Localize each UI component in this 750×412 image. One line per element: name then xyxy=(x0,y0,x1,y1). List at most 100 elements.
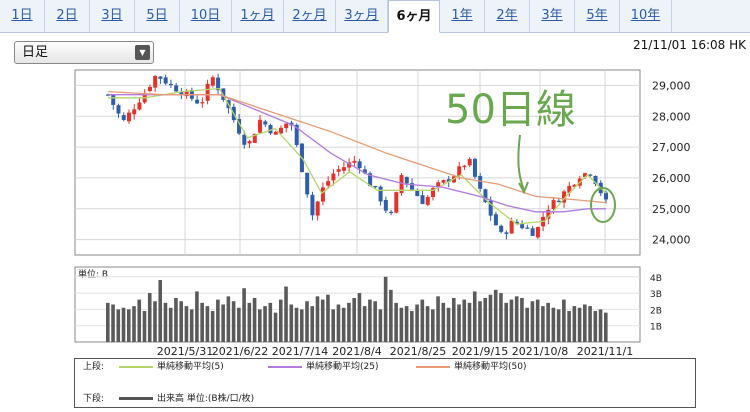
candle-body xyxy=(294,124,299,146)
candle-body xyxy=(179,91,184,96)
candle-body xyxy=(315,201,320,216)
candle-body xyxy=(530,228,535,236)
volume-bar xyxy=(247,302,252,342)
tab-5[interactable]: 1ヶ月 xyxy=(232,0,284,32)
candle-body xyxy=(593,175,598,184)
volume-bar xyxy=(252,297,257,342)
legend-ma50: 単純移動平均(50) xyxy=(416,361,526,373)
volume-tick-label: 2B xyxy=(650,306,662,316)
annotation-arrowhead xyxy=(518,181,529,195)
dropdown-arrow-icon[interactable]: ▼ xyxy=(135,45,150,60)
candle-body xyxy=(247,141,252,144)
tab-4[interactable]: 10日 xyxy=(180,0,232,32)
candle-body xyxy=(467,159,472,166)
volume-bar xyxy=(530,301,535,342)
candle-body xyxy=(472,158,477,177)
tab-2[interactable]: 3日 xyxy=(90,0,135,32)
tab-13[interactable]: 10年 xyxy=(620,0,672,32)
candle-body xyxy=(483,189,488,203)
candle-body xyxy=(284,123,289,129)
candle-body xyxy=(546,209,551,219)
candle-body xyxy=(436,182,441,187)
candle-body xyxy=(168,83,173,86)
volume-bar xyxy=(509,299,514,342)
candle-body xyxy=(520,223,525,229)
volume-bar xyxy=(294,307,299,342)
candle-body xyxy=(394,192,399,213)
volume-bar xyxy=(378,309,383,342)
candle-body xyxy=(504,232,509,234)
volume-bar xyxy=(189,309,194,342)
candle-body xyxy=(331,173,336,181)
tab-3[interactable]: 5日 xyxy=(135,0,180,32)
volume-bar xyxy=(289,304,294,342)
candle-body xyxy=(153,75,158,88)
price-tick-label: 27,000 xyxy=(652,141,691,154)
timestamp: 21/11/01 16:08 HK xyxy=(633,38,746,52)
tab-8[interactable]: 6ヶ月 xyxy=(388,0,440,33)
volume-bar xyxy=(572,306,577,342)
candle-body xyxy=(278,127,283,134)
tab-0[interactable]: 1日 xyxy=(0,0,45,32)
candle-body xyxy=(163,77,168,84)
volume-bar xyxy=(383,276,388,342)
candle-body xyxy=(184,91,189,97)
volume-bar xyxy=(237,307,241,342)
annotation-arrow xyxy=(517,134,525,191)
candle-body xyxy=(588,174,593,176)
price-tick-label: 26,000 xyxy=(652,172,691,185)
volume-bar xyxy=(583,304,587,342)
volume-bar xyxy=(478,301,482,342)
tab-6[interactable]: 2ヶ月 xyxy=(284,0,336,32)
volume-bar xyxy=(352,297,356,342)
candle-period-select[interactable]: 日足 ▼ xyxy=(14,41,154,64)
candle-body xyxy=(431,188,436,197)
volume-bar xyxy=(331,309,336,342)
candle-body xyxy=(137,102,142,110)
volume-bar xyxy=(147,293,152,342)
candle-body xyxy=(210,77,215,86)
legend-top-label: 上段: xyxy=(83,362,105,372)
volume-bar xyxy=(389,289,393,342)
volume-bar xyxy=(399,307,404,342)
x-tick-label: 2021/11/1 xyxy=(577,345,633,358)
tab-10[interactable]: 2年 xyxy=(485,0,530,32)
volume-bar xyxy=(546,302,550,342)
tab-7[interactable]: 3ヶ月 xyxy=(336,0,388,32)
candle-body xyxy=(420,195,425,205)
candle-body xyxy=(551,200,556,209)
x-tick-label: 2021/8/25 xyxy=(390,345,446,358)
volume-bar xyxy=(158,280,163,342)
tab-11[interactable]: 3年 xyxy=(530,0,575,32)
volume-bar xyxy=(520,297,524,342)
volume-bar xyxy=(567,311,571,342)
candle-body xyxy=(174,85,179,92)
candle-body xyxy=(478,175,483,189)
volume-bar xyxy=(341,307,346,342)
candle-body xyxy=(493,214,498,226)
candle-body xyxy=(567,185,572,193)
volume-bar xyxy=(310,306,315,342)
volume-bar xyxy=(368,299,372,342)
volume-bar xyxy=(273,312,278,342)
volume-bar xyxy=(467,302,472,342)
legend-volume-swatch xyxy=(119,397,153,400)
candle-body xyxy=(121,115,126,120)
candle-body xyxy=(362,169,367,174)
volume-bar xyxy=(326,294,330,342)
candle-body xyxy=(572,184,577,187)
x-tick-label: 2021/6/22 xyxy=(212,345,268,358)
x-tick-label: 2021/8/4 xyxy=(332,345,381,358)
tab-9[interactable]: 1年 xyxy=(440,0,485,32)
volume-bar xyxy=(242,288,246,342)
volume-bar xyxy=(336,304,341,342)
tab-12[interactable]: 5年 xyxy=(575,0,620,32)
x-tick-label: 2021/10/8 xyxy=(512,345,568,358)
price-tick-label: 29,000 xyxy=(652,79,691,92)
volume-bar xyxy=(446,307,451,342)
candle-body xyxy=(583,173,588,177)
tab-1[interactable]: 2日 xyxy=(45,0,90,32)
volume-bar xyxy=(577,307,582,342)
candle-body xyxy=(404,176,409,184)
